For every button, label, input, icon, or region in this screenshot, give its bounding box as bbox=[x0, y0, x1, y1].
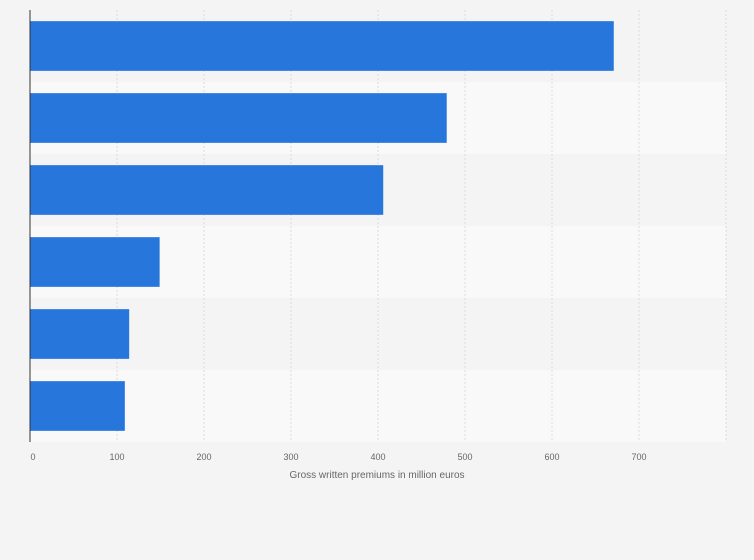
x-tick-label: 0 bbox=[30, 452, 35, 462]
bar[interactable] bbox=[30, 381, 125, 431]
x-tick-label: 200 bbox=[196, 452, 211, 462]
x-tick-label: 300 bbox=[283, 452, 298, 462]
bar[interactable] bbox=[30, 165, 384, 215]
x-tick-label: 600 bbox=[544, 452, 559, 462]
x-tick-label: 400 bbox=[370, 452, 385, 462]
x-tick-label: 500 bbox=[457, 452, 472, 462]
bar[interactable] bbox=[30, 237, 160, 287]
bar[interactable] bbox=[30, 21, 614, 71]
bar[interactable] bbox=[30, 93, 447, 143]
x-axis-label: Gross written premiums in million euros bbox=[289, 470, 464, 481]
gridlines bbox=[116, 10, 727, 442]
x-tick-labels: 0 100 200 300 400 500 600 700 bbox=[30, 452, 646, 462]
bars bbox=[30, 21, 614, 431]
bar[interactable] bbox=[30, 309, 130, 359]
x-tick-label: 100 bbox=[109, 452, 124, 462]
x-tick-label: 700 bbox=[631, 452, 646, 462]
